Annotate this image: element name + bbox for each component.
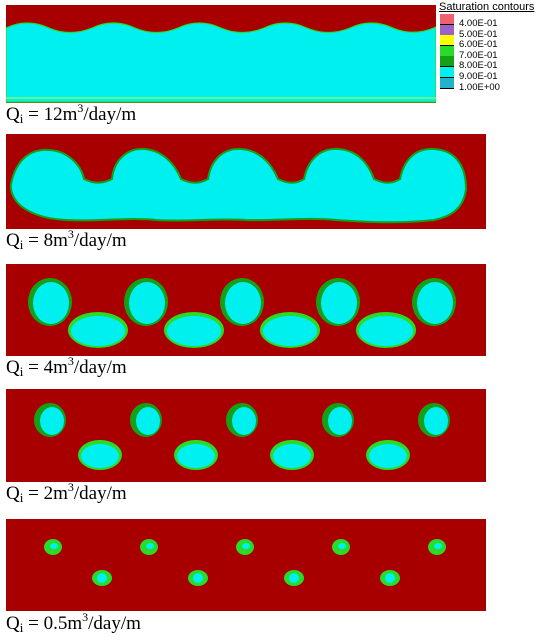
plume-merged [9, 147, 468, 224]
plume-top-5 [412, 278, 456, 326]
plume-top-1 [44, 539, 62, 555]
plume-band [6, 22, 436, 103]
contour-plot-4 [6, 264, 486, 356]
plume-top-4 [322, 403, 354, 437]
legend-label: 1.00E+00 [459, 81, 500, 93]
plume-bottom-1 [92, 570, 112, 586]
plume-top-1 [34, 403, 66, 437]
plume-bottom-4 [380, 570, 400, 586]
caption-8: Qi = 8m3/day/m [6, 227, 127, 252]
legend-swatch [440, 77, 454, 89]
plume-bottom-2 [174, 440, 218, 470]
caption-4: Qi = 4m3/day/m [6, 354, 127, 379]
contour-plot-12 [6, 5, 436, 103]
legend: Saturation contours 4.00E-01 5.00E-01 6.00… [437, 1, 543, 92]
legend-swatch [440, 56, 454, 67]
plume-bottom-2 [188, 570, 208, 586]
plume-bottom-3 [270, 440, 314, 470]
contour-plot-0-5 [6, 519, 486, 611]
legend-swatch [440, 24, 454, 36]
plume-bottom-4 [356, 312, 416, 348]
legend-swatch [440, 35, 454, 46]
legend-swatch [440, 66, 454, 78]
legend-label: 4.00E-01 [459, 18, 498, 29]
panel-4 [6, 264, 486, 356]
plume-top-2 [124, 278, 168, 326]
panel-12 [6, 5, 486, 103]
contour-plot-2 [6, 389, 486, 482]
plume-top-2 [130, 403, 162, 437]
legend-label: 6.00E-01 [459, 39, 498, 51]
plume-bottom-1 [68, 312, 128, 348]
legend-rows: 4.00E-01 5.00E-01 6.00E-01 7.00E-01 8.00E-01… [437, 14, 543, 92]
plume-bottom-2 [164, 312, 224, 348]
caption-12: Qi = 12m3/day/m [6, 101, 137, 126]
plume-top-5 [418, 403, 450, 437]
legend-label: 7.00E-01 [459, 49, 498, 61]
plume-bottom-1 [78, 440, 122, 470]
plume-bottom-4 [366, 440, 410, 470]
legend-title: Saturation contours [439, 1, 535, 13]
legend-tick [440, 87, 454, 89]
panel-8 [6, 134, 486, 229]
plume-top-4 [316, 278, 360, 326]
plume-top-3 [226, 403, 258, 437]
plume-bottom-3 [284, 570, 304, 586]
plume-top-4 [332, 539, 350, 555]
caption-0-5: Qi = 0.5m3/day/m [6, 610, 141, 635]
plot-background [6, 519, 486, 611]
caption-2: Qi = 2m3/day/m [6, 480, 127, 505]
plume-top-3 [236, 539, 254, 555]
plume-bottom-3 [260, 312, 320, 348]
panel-2 [6, 389, 486, 482]
panel-0-5 [6, 519, 486, 611]
plume-top-2 [140, 539, 158, 555]
plume-top-3 [220, 278, 264, 326]
legend-swatch [440, 45, 454, 57]
plume-top-5 [428, 539, 446, 555]
legend-swatch [440, 14, 454, 25]
legend-label: 5.00E-01 [459, 28, 498, 40]
legend-label: 9.00E-01 [459, 70, 498, 82]
legend-row: 1.00E+00 [437, 77, 543, 92]
contour-plot-8 [6, 134, 486, 229]
legend-label: 8.00E-01 [459, 60, 498, 72]
plume-top-1 [28, 278, 72, 326]
